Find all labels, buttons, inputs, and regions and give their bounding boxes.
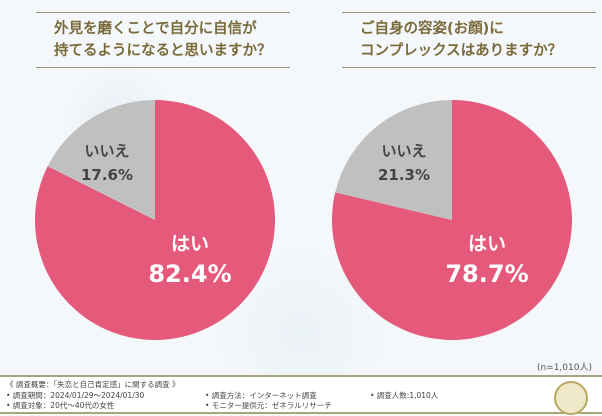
title-line: 持てるようになると思いますか？ xyxy=(54,43,272,59)
survey-period: • 調査期間：2024/01/29〜2024/01/30 xyxy=(6,391,145,400)
survey-footer: 《 調査概要：「失恋と自己肯定感」に関する調査 》 • 調査期間：2024/01… xyxy=(0,375,602,415)
survey-provider: • モニター提供元：ゼネラルリサーチ xyxy=(205,401,332,410)
survey-method: • 調査方法：インターネット調査 xyxy=(205,391,317,400)
survey-summary: 《 調査概要：「失恋と自己肯定感」に関する調査 》 xyxy=(6,380,180,389)
label-yes: はい xyxy=(468,233,506,255)
survey-count: • 調査人数:1,010人 xyxy=(370,391,439,400)
logo-seal xyxy=(554,381,588,415)
value-yes: 82.4% xyxy=(148,260,231,288)
pie-slice-no xyxy=(47,100,155,220)
title-line: 外見を磨くことで自分に自信が xyxy=(54,21,257,37)
value-no: 21.3% xyxy=(378,166,430,184)
pie-slice-yes xyxy=(34,100,275,341)
sample-size: (n=1,010人) xyxy=(536,363,592,373)
pie-slice-yes xyxy=(332,100,572,341)
label-yes: はい xyxy=(171,233,209,255)
label-no: いいえ xyxy=(84,142,129,160)
value-no: 17.6% xyxy=(81,166,133,184)
label-no: いいえ xyxy=(381,142,426,160)
chart-title-left: 外見を磨くことで自分に自信が 持てるようになると思いますか？ xyxy=(36,12,290,68)
chart-title-right: ご自身の容姿(お顔)にコンプレックスはありますか？ xyxy=(342,12,596,68)
title-line: ご自身の容姿(お顔)に xyxy=(360,21,504,37)
title-line: コンプレックスはありますか？ xyxy=(360,43,563,59)
survey-target: • 調査対象：20代〜40代の女性 xyxy=(6,401,115,410)
pie-slice-no xyxy=(335,100,452,220)
value-yes: 78.7% xyxy=(445,260,528,288)
